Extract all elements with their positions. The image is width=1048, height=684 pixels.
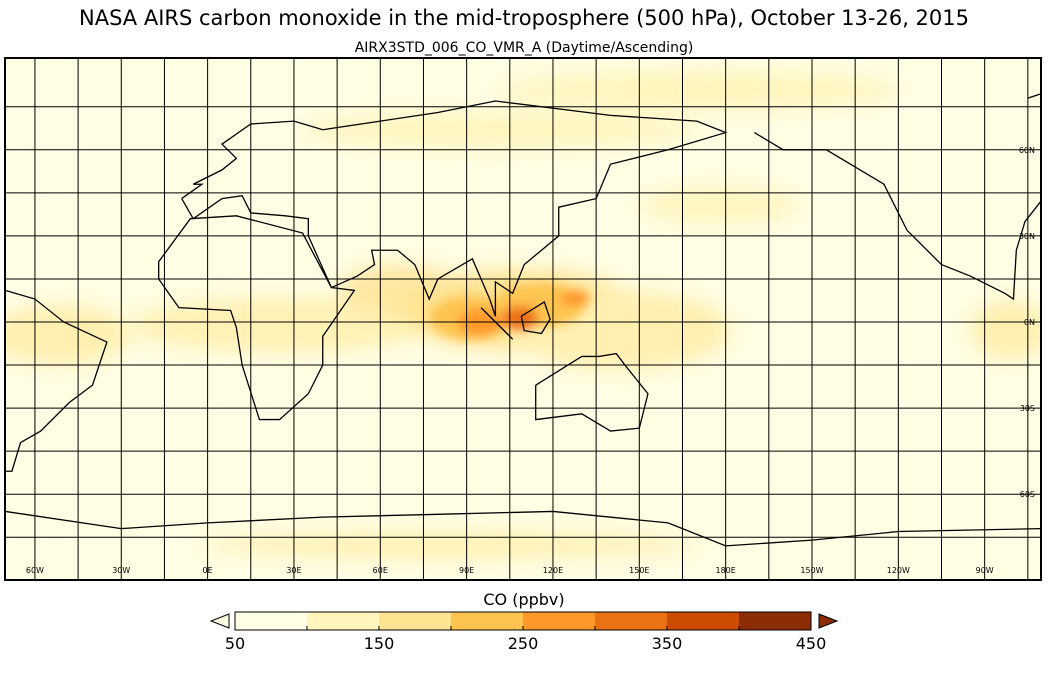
australia-outline xyxy=(535,352,649,432)
graticule xyxy=(5,58,1041,580)
longitude-label: 30W xyxy=(112,566,130,575)
latitude-label: 60S xyxy=(1020,490,1035,499)
colorbar-tick-label: 250 xyxy=(507,634,539,653)
longitude-label: 180E xyxy=(715,566,735,575)
longitude-label: 150E xyxy=(629,566,649,575)
longitude-label: 90W xyxy=(976,566,994,575)
colorbar-tick-label: 450 xyxy=(795,634,827,653)
colorbar-tick-label: 150 xyxy=(363,634,395,653)
longitude-label: 120E xyxy=(543,566,563,575)
colorbar-segment xyxy=(595,612,667,630)
map-title: NASA AIRS carbon monoxide in the mid-tro… xyxy=(79,6,969,30)
longitude-label: 60W xyxy=(26,566,44,575)
colorbar-segment xyxy=(523,612,595,630)
map-subtitle: AIRX3STD_006_CO_VMR_A (Daytime/Ascending… xyxy=(354,40,694,56)
sumatra-outline xyxy=(480,307,514,340)
colorbar-under-arrow xyxy=(209,613,230,629)
latitude-label: 60N xyxy=(1019,146,1035,155)
latitude-label: 30S xyxy=(1020,404,1035,413)
colorbar-over-arrow xyxy=(818,613,839,629)
colorbar-title: CO (ppbv) xyxy=(483,590,565,609)
latitude-label: 0N xyxy=(1024,318,1035,327)
longitude-label: 0E xyxy=(203,566,213,575)
borneo-outline xyxy=(520,300,551,335)
longitude-label: 30E xyxy=(286,566,301,575)
colorbar-segment xyxy=(379,612,451,630)
colorbar-segment xyxy=(451,612,523,630)
longitude-label: 60E xyxy=(373,566,388,575)
south-america-outline xyxy=(5,289,108,472)
colorbar-tick-label: 50 xyxy=(224,634,246,653)
longitude-label: 120W xyxy=(887,566,910,575)
colorbar-tick-label: 350 xyxy=(651,634,683,653)
longitude-labels: 60W 30W 0E 30E 60E 90E 120E 150E 180E 150W 120W 90W xyxy=(26,566,994,575)
latitude-label: 30N xyxy=(1019,232,1035,241)
longitude-label: 90E xyxy=(459,566,474,575)
colorbar-segment xyxy=(307,612,379,630)
colorbar-segment xyxy=(235,612,307,630)
colorbar xyxy=(209,611,839,631)
latitude-labels: 60N 30N 0N 30S 60S xyxy=(1019,146,1035,499)
map-frame xyxy=(4,57,1042,581)
colorbar-segment xyxy=(667,612,739,630)
longitude-label: 150W xyxy=(800,566,823,575)
colorbar-segment xyxy=(739,612,811,630)
